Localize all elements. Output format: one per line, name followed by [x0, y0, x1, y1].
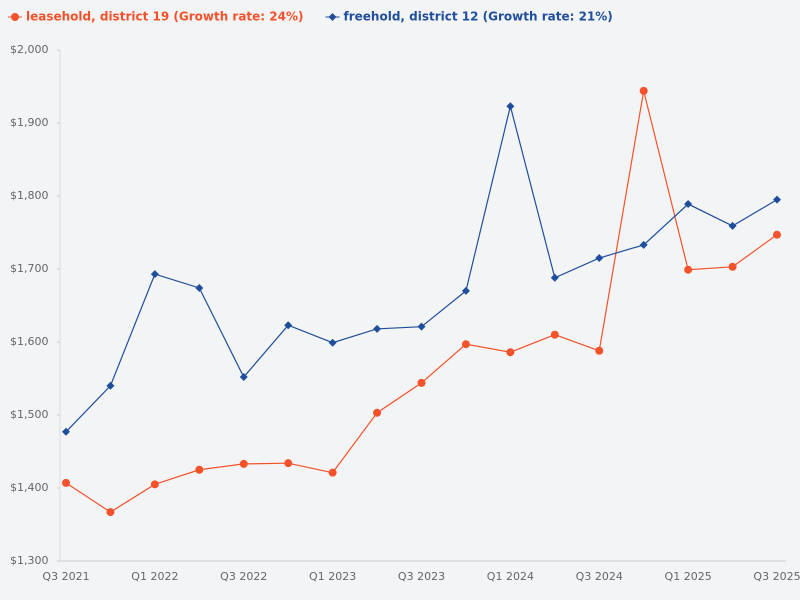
point — [195, 465, 204, 474]
point — [417, 322, 426, 331]
point — [328, 468, 337, 477]
legend-label: freehold, district 12 (Growth rate: 21%) — [344, 10, 613, 24]
point — [284, 321, 293, 330]
x-tick-label: Q1 2022 — [131, 570, 178, 583]
point — [639, 240, 648, 249]
x-tick-label: Q3 2024 — [576, 570, 623, 583]
point — [328, 13, 337, 21]
x-tick-label: Q1 2024 — [487, 570, 534, 583]
point — [62, 427, 70, 436]
point — [150, 270, 159, 279]
point — [506, 348, 515, 357]
legend-label: leasehold, district 19 (Growth rate: 24%… — [26, 10, 304, 24]
y-tick-label: $1,900 — [10, 116, 49, 129]
x-tick-label: Q3 2021 — [42, 570, 89, 583]
point — [62, 478, 70, 487]
y-tick-label: $1,600 — [10, 335, 49, 348]
point — [106, 381, 115, 390]
point — [550, 330, 559, 339]
point — [328, 338, 337, 347]
y-tick-label: $1,400 — [10, 481, 49, 494]
point — [684, 265, 693, 274]
y-tick-label: $1,800 — [10, 189, 49, 202]
point — [417, 378, 426, 387]
y-tick-label: $1,700 — [10, 262, 49, 275]
point — [595, 254, 604, 263]
point — [639, 86, 648, 95]
point — [239, 373, 248, 382]
point — [11, 13, 19, 21]
point — [684, 200, 693, 209]
y-tick-label: $2,000 — [10, 43, 49, 56]
point — [461, 286, 470, 295]
point — [773, 230, 781, 239]
point — [239, 459, 248, 468]
x-tick-label: Q3 2023 — [398, 570, 445, 583]
point — [506, 102, 515, 111]
point — [728, 262, 737, 271]
x-tick-label: Q3 2025 — [753, 570, 800, 583]
point — [150, 480, 159, 489]
point — [461, 340, 470, 349]
point — [728, 221, 737, 230]
y-tick-label: $1,500 — [10, 408, 49, 421]
point — [284, 459, 293, 468]
point — [773, 195, 781, 204]
x-tick-label: Q1 2023 — [309, 570, 356, 583]
y-tick-label: $1,300 — [10, 554, 49, 567]
x-tick-label: Q3 2022 — [220, 570, 267, 583]
point — [373, 324, 382, 333]
point — [195, 283, 204, 292]
series-line — [65, 90, 778, 513]
point — [373, 408, 382, 417]
point — [550, 273, 559, 282]
point — [106, 508, 115, 517]
point — [595, 346, 604, 355]
x-tick-label: Q1 2025 — [665, 570, 712, 583]
